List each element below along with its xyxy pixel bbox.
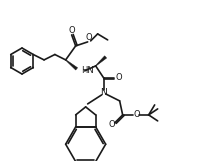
Polygon shape <box>66 60 78 70</box>
Text: O: O <box>68 26 75 35</box>
Polygon shape <box>95 56 107 66</box>
Text: O: O <box>108 120 115 129</box>
Text: O: O <box>85 33 92 42</box>
Text: O: O <box>133 110 140 119</box>
Text: HN: HN <box>81 66 93 75</box>
Text: N: N <box>100 88 107 97</box>
Text: O: O <box>115 73 122 82</box>
